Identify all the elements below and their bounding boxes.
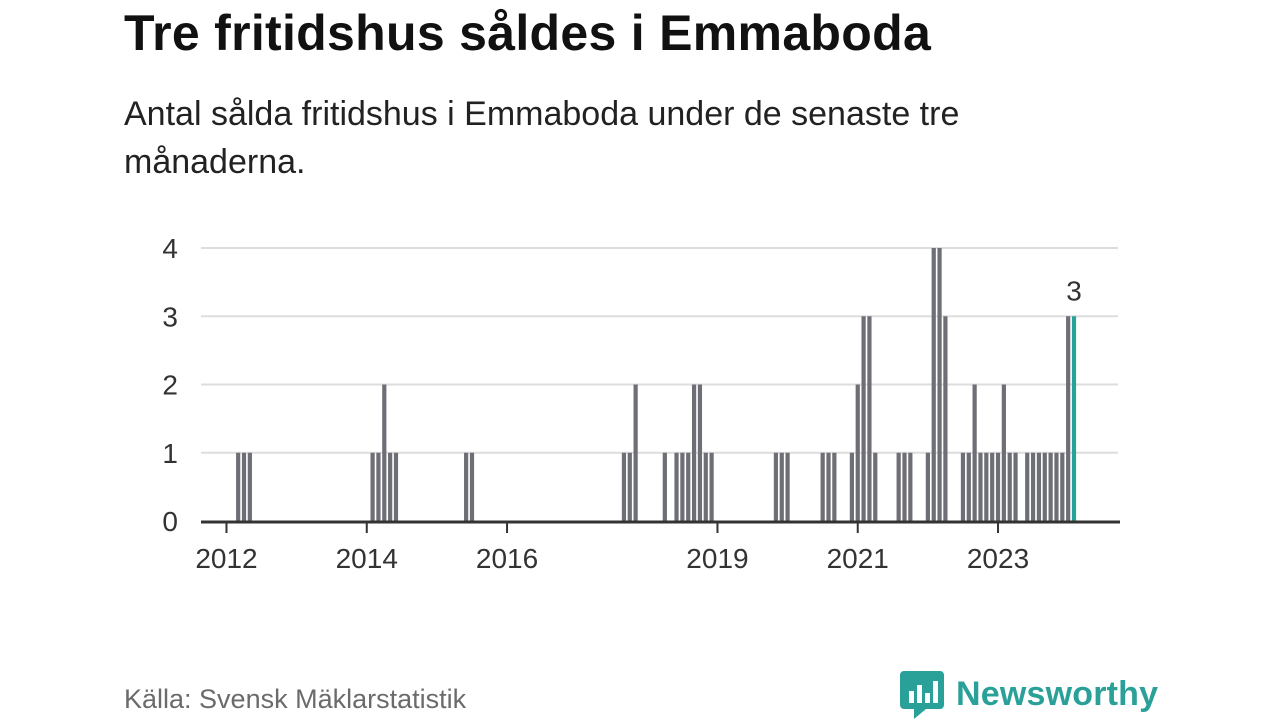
bar (984, 452, 989, 521)
source-note: Källa: Svensk Mäklarstatistik (124, 684, 467, 714)
bar (867, 316, 872, 521)
bar (990, 452, 995, 521)
y-axis-ticks: 0 1 2 3 4 (162, 233, 178, 537)
gridlines (201, 247, 1118, 454)
bar (873, 452, 878, 521)
bar (388, 452, 393, 521)
bar (370, 452, 375, 521)
y-tick-label: 3 (162, 301, 178, 332)
bar (464, 452, 469, 521)
bar (832, 452, 837, 521)
bar (925, 452, 930, 521)
bar (709, 452, 714, 521)
bar (779, 452, 784, 521)
bar (1048, 452, 1053, 521)
bar (785, 452, 790, 521)
bar (1007, 452, 1012, 521)
x-tick-label: 2012 (195, 543, 257, 574)
bar (820, 452, 825, 521)
bar (960, 452, 966, 521)
bar-chart-speech-bubble-icon (900, 671, 944, 719)
data-label-latest: 3 (1066, 275, 1082, 306)
x-tick-label: 2021 (827, 543, 889, 574)
bar-chart: 0 1 2 3 4 2012 2014 2016 2019 2021 2023 3 (162, 233, 1120, 574)
bar (943, 316, 948, 521)
bar (621, 452, 627, 521)
chart-title: Tre fritidshus såldes i Emmaboda (124, 5, 932, 61)
brand-name: Newsworthy (956, 674, 1159, 713)
bar (674, 452, 679, 521)
bar (382, 384, 387, 521)
y-tick-label: 1 (162, 438, 178, 469)
bar (236, 452, 241, 521)
bar (1054, 452, 1059, 521)
bar-latest (1071, 316, 1077, 521)
chart-subtitle: Antal sålda fritidshus i Emmaboda under … (124, 95, 960, 181)
bars (236, 248, 1077, 521)
x-tick-label: 2023 (967, 543, 1029, 574)
bar (662, 452, 667, 521)
bar (633, 384, 638, 521)
bar (1066, 316, 1071, 521)
bar (826, 452, 831, 521)
bar (469, 452, 475, 521)
bar (972, 384, 977, 521)
bar (703, 452, 708, 521)
bar (931, 248, 936, 521)
x-tick-label: 2016 (476, 543, 538, 574)
bar (902, 452, 907, 521)
bar (691, 384, 697, 521)
bar (1042, 452, 1047, 521)
bar (1013, 452, 1018, 521)
bar (855, 384, 860, 521)
y-tick-label: 0 (162, 506, 178, 537)
bar (393, 452, 399, 521)
x-tick-label: 2014 (336, 543, 398, 574)
y-tick-label: 2 (162, 370, 178, 401)
bar (849, 452, 854, 521)
bar (978, 452, 983, 521)
bar (1036, 452, 1042, 521)
bar (697, 384, 703, 521)
y-tick-label: 4 (162, 233, 178, 264)
bar (1001, 384, 1006, 521)
bar (908, 452, 913, 521)
bar (861, 316, 866, 521)
bar (966, 452, 971, 521)
bar (995, 452, 1001, 521)
brand-logo: Newsworthy (900, 668, 1158, 720)
bar (247, 452, 252, 521)
bar (680, 452, 685, 521)
bar (773, 452, 779, 521)
bar (1030, 452, 1036, 521)
bar (686, 452, 691, 521)
x-tick-label: 2019 (686, 543, 748, 574)
bar (627, 452, 632, 521)
bar (937, 248, 942, 521)
bar (1025, 452, 1030, 521)
x-axis-ticks: 2012 2014 2016 2019 2021 2023 (195, 523, 1029, 574)
bar (241, 452, 247, 521)
bar (376, 452, 381, 521)
bar (896, 452, 901, 521)
bar (1060, 452, 1065, 521)
